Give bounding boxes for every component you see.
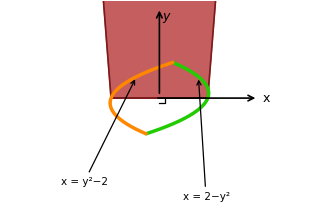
- Text: x = 2−y²: x = 2−y²: [182, 81, 230, 202]
- Text: y: y: [162, 10, 170, 23]
- Polygon shape: [103, 0, 216, 98]
- Text: x: x: [262, 92, 270, 105]
- Text: x = y²−2: x = y²−2: [61, 81, 135, 187]
